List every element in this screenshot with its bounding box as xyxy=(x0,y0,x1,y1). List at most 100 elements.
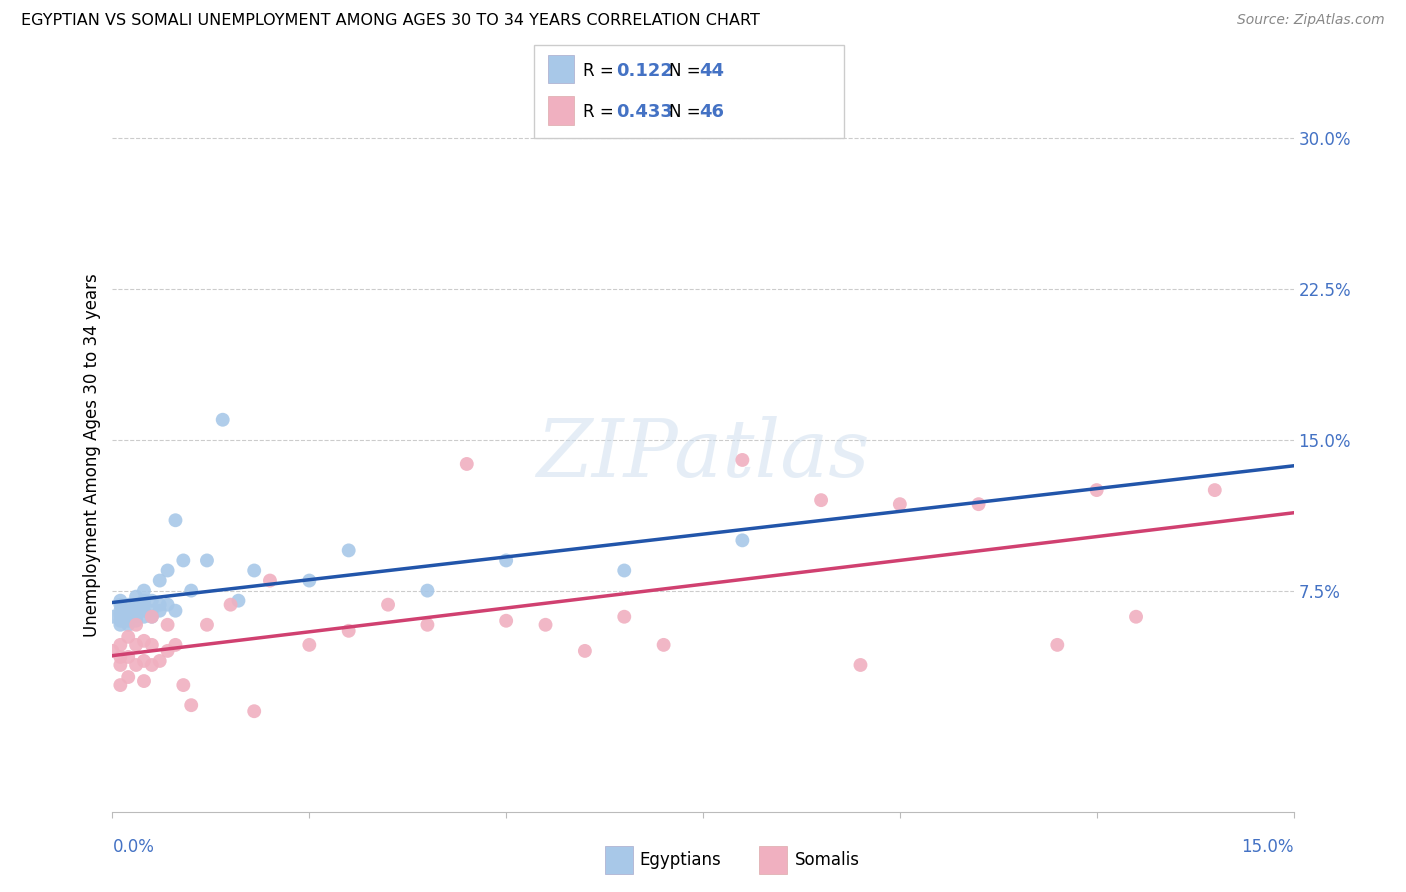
Point xyxy=(132,604,155,618)
Point xyxy=(117,617,139,632)
Point xyxy=(172,678,194,692)
Text: 46: 46 xyxy=(699,103,724,121)
Point xyxy=(156,617,179,632)
Point xyxy=(110,649,132,664)
Point xyxy=(165,604,187,618)
Point xyxy=(110,598,132,612)
Point xyxy=(110,657,132,672)
Text: Egyptians: Egyptians xyxy=(640,851,721,869)
Point xyxy=(889,497,911,511)
Point xyxy=(165,638,187,652)
Point xyxy=(132,674,155,689)
Point xyxy=(117,649,139,664)
Text: N =: N = xyxy=(669,103,706,121)
Point xyxy=(1204,483,1226,497)
Point xyxy=(180,698,202,713)
Point xyxy=(495,614,517,628)
Point xyxy=(228,593,250,607)
Point xyxy=(132,654,155,668)
Text: ZIPatlas: ZIPatlas xyxy=(536,417,870,493)
Point xyxy=(195,553,218,567)
Point xyxy=(337,543,360,558)
Point xyxy=(495,553,517,567)
Point xyxy=(172,553,194,567)
Point xyxy=(125,614,148,628)
Point xyxy=(337,624,360,638)
Text: R =: R = xyxy=(583,62,620,79)
Point xyxy=(141,609,163,624)
Point xyxy=(117,598,139,612)
Point xyxy=(110,614,132,628)
Point xyxy=(110,604,132,618)
Text: Source: ZipAtlas.com: Source: ZipAtlas.com xyxy=(1237,13,1385,28)
Point xyxy=(149,598,172,612)
Point xyxy=(534,617,557,632)
Point xyxy=(731,533,754,548)
Point xyxy=(416,583,439,598)
Point xyxy=(101,609,124,624)
Point xyxy=(132,593,155,607)
Point xyxy=(456,457,478,471)
Point xyxy=(125,598,148,612)
Point xyxy=(125,609,148,624)
Point xyxy=(613,609,636,624)
Point xyxy=(149,574,172,588)
Point xyxy=(1085,483,1108,497)
Point xyxy=(110,617,132,632)
Point xyxy=(652,638,675,652)
Point xyxy=(967,497,990,511)
Point xyxy=(243,564,266,578)
Point xyxy=(298,638,321,652)
Point xyxy=(141,657,163,672)
Point xyxy=(117,670,139,684)
Point xyxy=(141,609,163,624)
Text: 0.433: 0.433 xyxy=(616,103,672,121)
Point xyxy=(156,644,179,658)
Point xyxy=(125,590,148,604)
Text: EGYPTIAN VS SOMALI UNEMPLOYMENT AMONG AGES 30 TO 34 YEARS CORRELATION CHART: EGYPTIAN VS SOMALI UNEMPLOYMENT AMONG AG… xyxy=(21,13,761,29)
Point xyxy=(1046,638,1069,652)
Point xyxy=(149,604,172,618)
Point xyxy=(125,617,148,632)
Point xyxy=(165,513,187,527)
Point xyxy=(613,564,636,578)
Point xyxy=(110,607,132,622)
Point xyxy=(117,604,139,618)
Point xyxy=(259,574,281,588)
Point xyxy=(141,604,163,618)
Point xyxy=(110,678,132,692)
Point xyxy=(180,583,202,598)
Point xyxy=(211,413,233,427)
Point xyxy=(117,630,139,644)
Point xyxy=(298,574,321,588)
Text: Somalis: Somalis xyxy=(794,851,859,869)
Point xyxy=(243,704,266,718)
Point xyxy=(117,614,139,628)
Point xyxy=(219,598,242,612)
Point xyxy=(125,657,148,672)
Text: R =: R = xyxy=(583,103,620,121)
Point xyxy=(1125,609,1147,624)
Point xyxy=(416,617,439,632)
Point xyxy=(125,604,148,618)
Point xyxy=(195,617,218,632)
Text: 44: 44 xyxy=(699,62,724,79)
Point xyxy=(141,638,163,652)
Point xyxy=(377,598,399,612)
Point xyxy=(132,633,155,648)
Point xyxy=(132,598,155,612)
Point xyxy=(117,609,139,624)
Point xyxy=(149,654,172,668)
Point xyxy=(125,638,148,652)
Point xyxy=(132,583,155,598)
Point xyxy=(849,657,872,672)
Point xyxy=(810,493,832,508)
Point xyxy=(110,593,132,607)
Point xyxy=(574,644,596,658)
Point xyxy=(731,453,754,467)
Y-axis label: Unemployment Among Ages 30 to 34 years: Unemployment Among Ages 30 to 34 years xyxy=(83,273,101,637)
Point xyxy=(156,598,179,612)
Text: 15.0%: 15.0% xyxy=(1241,838,1294,856)
Point xyxy=(110,638,132,652)
Text: 0.0%: 0.0% xyxy=(112,838,155,856)
